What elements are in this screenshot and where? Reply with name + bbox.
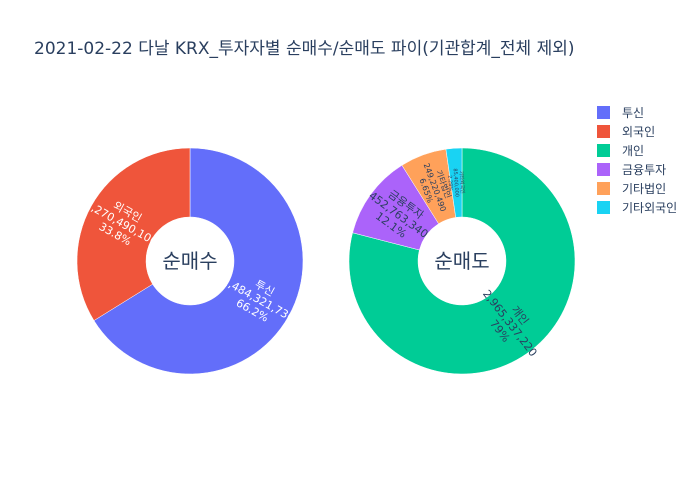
legend-label: 금융투자 <box>622 163 667 177</box>
pie-chart-1: 투신2,484,321,73066.2%외국인1,270,490,10033.8… <box>76 147 304 375</box>
pie-slice-외국인[interactable] <box>76 147 191 321</box>
legend-swatch <box>597 163 610 176</box>
slice-label: 기타외국인85,400,0002.28% <box>446 168 466 198</box>
legend-label: 투신 <box>622 106 645 120</box>
legend-swatch <box>597 144 610 157</box>
legend-swatch <box>597 125 610 138</box>
legend-label: 기타외국인 <box>622 201 678 215</box>
pie-hole-label: 순매수 <box>162 249 217 273</box>
pie-hole-label: 순매도 <box>434 249 489 273</box>
legend-swatch <box>597 182 610 195</box>
pie-slice-투신[interactable] <box>93 147 304 375</box>
legend-item-other-corporation[interactable]: 기타법인 <box>597 179 697 198</box>
pie-slice-기타외국인[interactable] <box>445 147 463 218</box>
legend: 투신 외국인 개인 금융투자 기타법인 기타외국인 <box>597 103 697 217</box>
pie-chart-2: 개인2,965,337,22079%금융투자452,763,34012.1%기타… <box>348 147 576 375</box>
legend-item-individual[interactable]: 개인 <box>597 141 697 160</box>
legend-label: 외국인 <box>622 125 656 139</box>
legend-item-tusin[interactable]: 투신 <box>597 103 697 122</box>
chart-title: 2021-02-22 다날 KRX_투자자별 순매수/순매도 파이(기관합계_전… <box>34 39 575 59</box>
legend-item-financial-investment[interactable]: 금융투자 <box>597 160 697 179</box>
pie-slice-개인[interactable] <box>348 147 576 375</box>
legend-item-foreigner[interactable]: 외국인 <box>597 122 697 141</box>
legend-swatch <box>597 106 610 119</box>
legend-item-other-foreigner[interactable]: 기타외국인 <box>597 198 697 217</box>
legend-label: 개인 <box>622 144 645 158</box>
legend-swatch <box>597 201 610 214</box>
legend-label: 기타법인 <box>622 182 667 196</box>
